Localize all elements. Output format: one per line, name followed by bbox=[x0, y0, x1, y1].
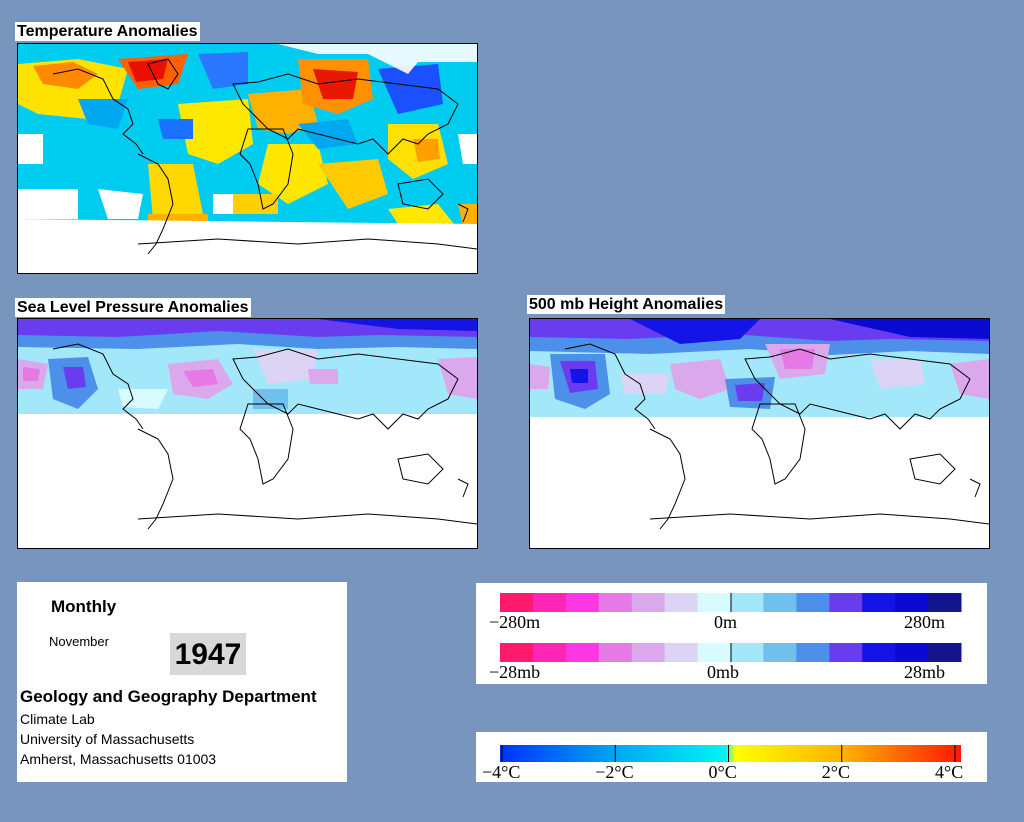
colorbar-segment bbox=[598, 643, 633, 662]
colorbar-segment bbox=[763, 593, 797, 612]
colorbar-segment bbox=[664, 593, 699, 612]
height-min-label: −280m bbox=[489, 612, 540, 632]
colorbar-segment bbox=[697, 593, 731, 612]
colorbar-segment bbox=[763, 643, 797, 662]
month-label: November bbox=[49, 634, 109, 649]
temperature-ticks bbox=[501, 745, 956, 762]
temperature-tick-label: 2°C bbox=[822, 762, 850, 782]
temperature-tick-label: 4°C bbox=[935, 762, 963, 782]
colorbar-segment bbox=[829, 643, 863, 662]
colorbar-segment bbox=[664, 643, 699, 662]
colorbar-segment bbox=[631, 593, 666, 612]
temperature-anomaly-field bbox=[18, 44, 477, 273]
colorbar-segment bbox=[500, 593, 534, 612]
height-colorbar bbox=[500, 593, 962, 612]
colorbar-segment bbox=[532, 593, 567, 612]
address-label: Amherst, Massachusetts 01003 bbox=[20, 751, 217, 767]
university-label: University of Massachusetts bbox=[20, 731, 195, 747]
department-label: Geology and Geography Department bbox=[20, 687, 317, 706]
pressure-mid-label: 0mb bbox=[707, 662, 739, 682]
colorbar-segment bbox=[565, 643, 600, 662]
colorbar-segment bbox=[928, 643, 962, 662]
colorbar-segment bbox=[829, 593, 863, 612]
lab-label: Climate Lab bbox=[20, 711, 95, 727]
temperature-panel-title: Temperature Anomalies bbox=[15, 22, 200, 41]
info-box: Monthly November 1947 Geology and Geogra… bbox=[17, 582, 347, 782]
slp-map bbox=[17, 318, 478, 549]
pressure-min-label: −28mb bbox=[489, 662, 540, 682]
colorbar-segment bbox=[895, 643, 929, 662]
temperature-tick-label: −2°C bbox=[595, 762, 633, 782]
colorbar-segment bbox=[697, 643, 731, 662]
height-anomaly-field bbox=[530, 319, 989, 548]
slp-panel-title: Sea Level Pressure Anomalies bbox=[15, 298, 251, 317]
year-label: 1947 bbox=[170, 633, 246, 675]
colorbar-segment bbox=[862, 643, 896, 662]
colorbar-segment bbox=[730, 593, 764, 612]
temperature-legend: −4°C −2°C 0°C 2°C 4°C bbox=[476, 732, 987, 782]
period-label: Monthly bbox=[51, 597, 117, 616]
height-mid-label: 0m bbox=[714, 612, 737, 632]
temperature-tick-label: 0°C bbox=[709, 762, 737, 782]
colorbar-segment bbox=[928, 593, 962, 612]
slp-anomaly-field bbox=[18, 319, 477, 548]
colorbar-segment bbox=[730, 643, 764, 662]
colorbar-segment bbox=[565, 593, 600, 612]
temperature-colorbar bbox=[500, 745, 961, 762]
colorbar-segment bbox=[598, 593, 633, 612]
height-map bbox=[529, 318, 990, 549]
colorbar-segment bbox=[796, 643, 830, 662]
pressure-colorbar bbox=[500, 643, 962, 662]
colorbar-segment bbox=[862, 593, 896, 612]
colorbar-segment bbox=[631, 643, 666, 662]
height-max-label: 280m bbox=[904, 612, 945, 632]
pressure-max-label: 28mb bbox=[904, 662, 945, 682]
colorbar-segment bbox=[500, 643, 534, 662]
height-pressure-legend: −280m 0m 280m −28mb 0mb 28mb bbox=[476, 583, 987, 684]
colorbar-segment bbox=[895, 593, 929, 612]
temperature-tick-label: −4°C bbox=[482, 762, 520, 782]
colorbar-segment bbox=[532, 643, 567, 662]
height-pressure-colorbars: −280m 0m 280m −28mb 0mb 28mb bbox=[489, 593, 962, 682]
colorbar-segment bbox=[796, 593, 830, 612]
temperature-tick-labels: −4°C −2°C 0°C 2°C 4°C bbox=[482, 762, 963, 782]
temperature-map bbox=[17, 43, 478, 274]
height-panel-title: 500 mb Height Anomalies bbox=[527, 295, 726, 314]
temperature-colorbar-svg: −4°C −2°C 0°C 2°C 4°C bbox=[482, 745, 963, 782]
